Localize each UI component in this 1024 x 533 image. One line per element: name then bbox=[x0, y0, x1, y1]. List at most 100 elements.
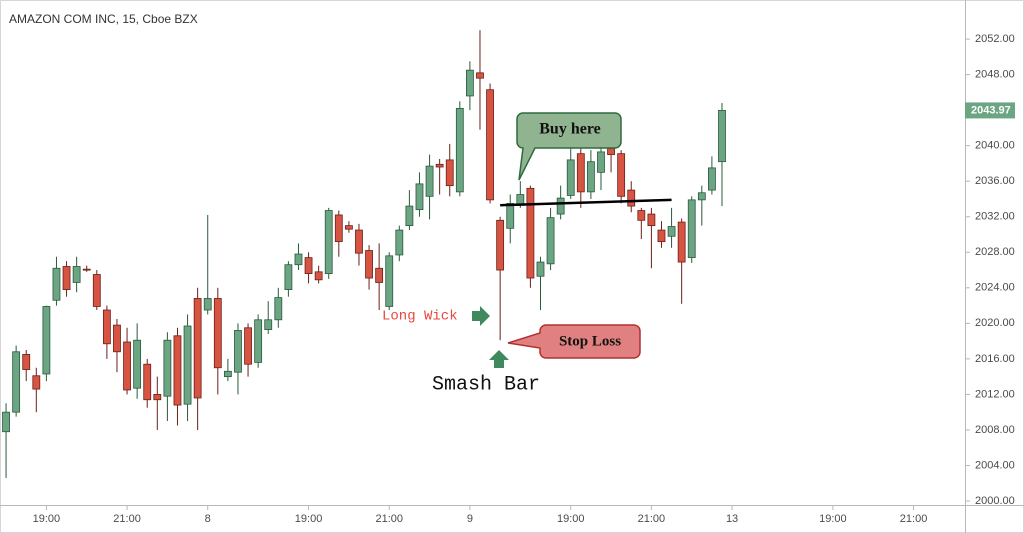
candle-body bbox=[506, 203, 515, 229]
candle-body bbox=[617, 153, 626, 197]
y-tick-label: 2016.00 bbox=[975, 353, 1015, 365]
candle-body bbox=[395, 229, 404, 256]
x-tick-label: 19:00 bbox=[33, 513, 61, 525]
candle-body bbox=[153, 394, 162, 401]
candle-body bbox=[62, 266, 71, 290]
y-tick-label: 2024.00 bbox=[975, 282, 1015, 294]
x-tick-label: 21:00 bbox=[375, 513, 403, 525]
x-tick-label: 19:00 bbox=[557, 513, 585, 525]
y-tick-label: 2032.00 bbox=[975, 211, 1015, 223]
candle-body bbox=[133, 339, 142, 389]
y-tick-label: 2036.00 bbox=[975, 175, 1015, 187]
candle-body bbox=[334, 214, 343, 243]
y-tick-label: 2020.00 bbox=[975, 317, 1015, 329]
y-tick-label: 2012.00 bbox=[975, 388, 1015, 400]
candle-body bbox=[536, 261, 545, 277]
candle-body bbox=[486, 89, 494, 201]
candle-body bbox=[607, 147, 615, 155]
candle-body bbox=[92, 274, 101, 307]
candle-body bbox=[234, 330, 242, 373]
candle-body bbox=[526, 187, 535, 279]
y-tick-label: 2004.00 bbox=[975, 459, 1015, 471]
candle-body bbox=[667, 226, 676, 237]
last-price-label: 2043.97 bbox=[971, 104, 1011, 116]
x-tick-label: 21:00 bbox=[113, 513, 141, 525]
candle-body bbox=[284, 264, 293, 290]
candle-body bbox=[435, 163, 444, 168]
candle-body bbox=[415, 183, 424, 211]
y-tick-label: 2040.00 bbox=[975, 140, 1015, 152]
candle-body bbox=[102, 309, 111, 345]
candle-body bbox=[476, 72, 484, 79]
candle-body bbox=[385, 255, 394, 307]
stop-loss-label: Stop Loss bbox=[559, 333, 621, 349]
x-tick-label: 13 bbox=[726, 513, 738, 525]
candle-body bbox=[143, 363, 152, 401]
y-tick-label: 2028.00 bbox=[975, 246, 1015, 258]
plot: 2000.00 2004.00 2008.00 2012.00 2016.00 2020.… bbox=[2, 30, 1015, 525]
y-tick-label: 2048.00 bbox=[975, 69, 1015, 81]
y-tick-label: 2008.00 bbox=[975, 424, 1015, 436]
candle-body bbox=[244, 327, 252, 365]
candle-body bbox=[455, 107, 464, 193]
candle-body bbox=[12, 351, 21, 413]
candle-body bbox=[2, 411, 10, 433]
x-tick-label: 8 bbox=[205, 513, 211, 525]
candle-body bbox=[375, 267, 384, 283]
support-line bbox=[500, 198, 672, 207]
candle-body bbox=[647, 213, 656, 227]
candle-body bbox=[123, 341, 131, 391]
candle-body bbox=[566, 159, 575, 196]
candle-body bbox=[344, 225, 353, 230]
candle-body bbox=[294, 253, 303, 266]
candle-body bbox=[637, 210, 646, 221]
candle-body bbox=[264, 319, 273, 330]
arrow-right bbox=[472, 306, 490, 326]
chart-title: AMAZON COM INC, 15, Cboe BZX bbox=[9, 12, 198, 26]
x-tick-label: 21:00 bbox=[900, 513, 928, 525]
smash-bar-label: Smash Bar bbox=[432, 373, 540, 396]
candle-body bbox=[586, 161, 595, 193]
candle-body bbox=[576, 153, 585, 193]
candle-body bbox=[627, 189, 636, 207]
last-price-box bbox=[965, 102, 1015, 119]
x-tick-label: 21:00 bbox=[638, 513, 666, 525]
x-tick-label: 19:00 bbox=[819, 513, 847, 525]
candle-body bbox=[496, 219, 505, 271]
candle-body bbox=[113, 324, 121, 353]
candle-body bbox=[657, 229, 666, 243]
candle-body bbox=[223, 370, 232, 378]
x-tick-label: 19:00 bbox=[295, 513, 323, 525]
candle-body bbox=[22, 354, 31, 370]
candle-body bbox=[425, 165, 434, 197]
candle-body bbox=[213, 298, 222, 369]
arrow-up bbox=[489, 350, 509, 368]
candle-body bbox=[708, 167, 716, 191]
candle-body bbox=[52, 267, 61, 301]
candle-body bbox=[314, 271, 323, 281]
candle-body bbox=[355, 229, 363, 254]
y-tick-label: 2000.00 bbox=[975, 495, 1015, 507]
candle-body bbox=[82, 268, 91, 271]
candle-body bbox=[183, 325, 192, 405]
x-tick-label: 9 bbox=[467, 513, 473, 525]
candle-body bbox=[173, 335, 182, 406]
candle-body bbox=[597, 151, 605, 173]
candle-body bbox=[203, 298, 212, 311]
y-tick-label: 2052.00 bbox=[975, 33, 1015, 45]
candle-body bbox=[193, 298, 202, 399]
candle-body bbox=[365, 250, 373, 279]
candle-body bbox=[254, 319, 263, 363]
candle-body bbox=[465, 69, 474, 97]
stop-loss-callout bbox=[507, 324, 641, 359]
candle-body bbox=[556, 197, 565, 215]
buy-here-callout bbox=[516, 112, 622, 181]
candle-body bbox=[304, 257, 313, 274]
candle-body bbox=[445, 159, 454, 187]
candle-body bbox=[274, 297, 283, 321]
candle-body bbox=[42, 306, 51, 375]
buy-here-label: Buy here bbox=[539, 121, 600, 138]
candle-body bbox=[546, 217, 555, 265]
